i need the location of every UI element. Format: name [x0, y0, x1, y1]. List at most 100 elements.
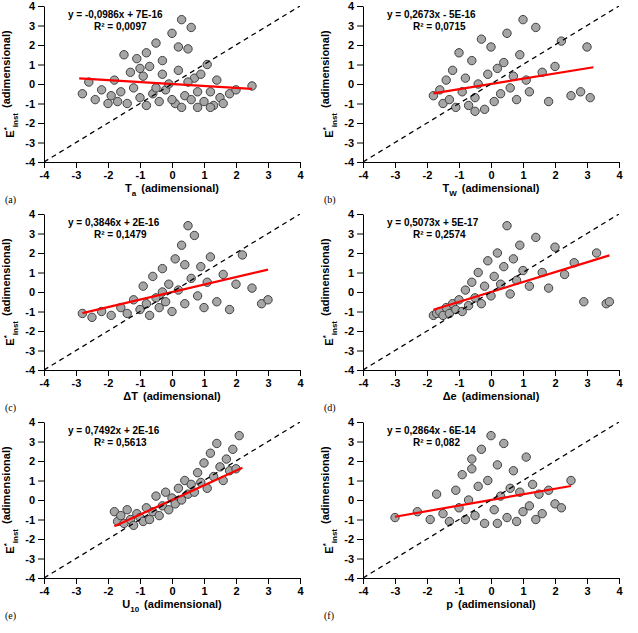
tick-label: 3: [348, 228, 354, 240]
point: [168, 307, 176, 315]
label-sub: inst: [11, 113, 20, 128]
tick: -2: [423, 162, 433, 181]
tick-mark: [491, 578, 492, 584]
tick-label: -1: [136, 585, 146, 597]
tick-label: -3: [72, 585, 82, 597]
tick-label: 4: [297, 169, 304, 181]
x-axis-title: U10(adimensional): [122, 598, 222, 614]
tick-mark: [38, 65, 44, 66]
label-sup: *: [2, 542, 11, 546]
tick-label: -1: [455, 169, 465, 181]
point: [152, 39, 160, 47]
tick: 3: [265, 578, 271, 597]
x-axis-title: p(adimensional): [446, 598, 536, 610]
point: [442, 76, 450, 84]
tick-mark: [38, 312, 44, 313]
tick-mark: [395, 578, 396, 584]
tick: 1: [29, 267, 44, 279]
tick-label: 2: [29, 455, 35, 467]
point: [181, 300, 189, 308]
axis-line: [363, 7, 364, 163]
plot-area: [363, 214, 619, 370]
trend-line: [79, 78, 252, 89]
point: [197, 70, 205, 78]
tick: 3: [29, 20, 44, 32]
annotation: R² = 0,5613: [94, 437, 147, 448]
tick-label: 4: [297, 585, 304, 597]
point: [580, 298, 588, 306]
point: [468, 278, 476, 286]
tick-mark: [357, 539, 363, 540]
tick: -1: [136, 578, 146, 597]
tick: -3: [344, 137, 363, 149]
tick: -4: [25, 156, 44, 168]
tick-mark: [204, 370, 205, 376]
tick-mark: [357, 45, 363, 46]
tick-label: -2: [423, 377, 433, 389]
tick-label: -4: [344, 156, 355, 168]
identity-line: [44, 214, 300, 370]
tick: 2: [233, 370, 239, 389]
tick-label: 2: [29, 39, 35, 51]
tick-mark: [363, 578, 364, 584]
label-base: U: [122, 598, 130, 610]
tick: 0: [348, 494, 363, 506]
tick-label: 2: [348, 247, 354, 259]
point: [468, 455, 476, 463]
tick: 2: [233, 578, 239, 597]
tick: 0: [348, 286, 363, 298]
point: [91, 95, 99, 103]
point: [490, 506, 498, 514]
label-unit: (adimensional): [462, 182, 540, 194]
point: [506, 84, 514, 92]
point: [512, 517, 520, 525]
tick-label: 3: [584, 585, 590, 597]
point: [177, 103, 185, 111]
tick-label: -3: [72, 169, 82, 181]
point: [477, 35, 485, 43]
label-unit: (adimensional): [144, 598, 222, 610]
tick-label: 2: [233, 377, 239, 389]
identity-line: [363, 422, 619, 578]
tick-mark: [363, 370, 364, 376]
point: [567, 476, 575, 484]
tick-mark: [38, 143, 44, 144]
background: [0, 0, 638, 633]
tick-label: 0: [169, 585, 175, 597]
tick-mark: [38, 370, 44, 371]
point: [187, 95, 195, 103]
point: [193, 88, 201, 96]
tick-label: -3: [72, 377, 82, 389]
tick: 3: [29, 228, 44, 240]
tick-label: 1: [520, 377, 526, 389]
tick: -2: [25, 325, 44, 337]
point: [187, 480, 195, 488]
tick-label: 1: [201, 169, 207, 181]
point: [206, 88, 214, 96]
label-unit: (adimensional): [0, 30, 12, 108]
point: [525, 502, 533, 510]
point: [232, 280, 240, 288]
tick: -1: [136, 162, 146, 181]
tick-label: 2: [348, 39, 354, 51]
panel: -4-3-2-101234-4-3-2-101234y = 0,5073x + …: [319, 208, 623, 414]
tick: 0: [488, 578, 494, 597]
tick-label: 3: [29, 228, 35, 240]
tick-mark: [357, 26, 363, 27]
point: [174, 66, 182, 74]
tick-mark: [268, 578, 269, 584]
annotation: R² = 0,0097: [94, 21, 147, 32]
tick-mark: [357, 162, 363, 163]
x-axis: -4-3-2-101234: [359, 370, 624, 389]
tick-label: -1: [136, 377, 146, 389]
point: [500, 58, 508, 66]
annotation: R² = 0,2574: [413, 229, 466, 240]
label-unit: (adimensional): [319, 446, 331, 524]
tick: 0: [29, 286, 44, 298]
tick: -1: [25, 306, 44, 318]
point: [203, 60, 211, 68]
point: [506, 290, 514, 298]
tick-label: -4: [359, 377, 370, 389]
tick: 1: [29, 59, 44, 71]
point: [487, 43, 495, 51]
